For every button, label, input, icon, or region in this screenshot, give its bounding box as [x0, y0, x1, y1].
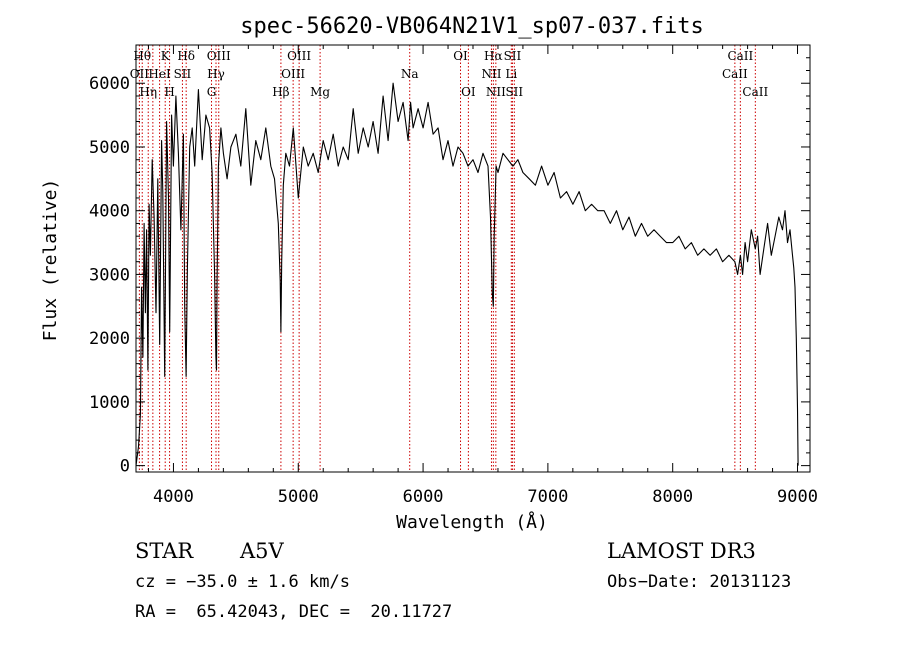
line-marker-label: HeI: [148, 67, 171, 81]
chart-title: spec-56620-VB064N21V1_sp07-037.fits: [240, 14, 704, 39]
y-tick-label: 2000: [89, 329, 130, 349]
x-tick-label: 8000: [652, 487, 693, 507]
x-tick-label: 4000: [153, 487, 194, 507]
line-marker-label: CaII: [742, 85, 768, 99]
plot-frame: [135, 44, 811, 473]
x-tick-label: 6000: [403, 487, 444, 507]
y-tick-label: 0: [120, 457, 130, 477]
line-marker-label: Li: [505, 67, 517, 81]
line-marker-label: OIII: [207, 49, 231, 63]
line-marker-label: OI: [461, 85, 476, 99]
survey-name: LAMOST DR3: [607, 539, 756, 563]
x-tick-label: 9000: [777, 487, 818, 507]
y-axis-label: Flux (relative): [40, 179, 61, 342]
observation-date: Obs−Date: 20131123: [607, 572, 792, 592]
x-tick-label: 5000: [278, 487, 319, 507]
line-marker-label: OIII: [281, 67, 305, 81]
line-marker-label: OII: [130, 67, 150, 81]
line-marker-label: NII: [486, 85, 506, 99]
line-marker-label: Hδ: [177, 49, 195, 63]
line-marker-label: SII: [505, 85, 523, 99]
y-tick-labels: 0 1000 2000 3000 4000 5000 6000: [89, 74, 130, 476]
flux-line: [135, 82, 799, 466]
y-tick-label: 4000: [89, 202, 130, 222]
line-marker-label: NII: [481, 67, 501, 81]
line-marker-label: Hθ: [133, 49, 151, 63]
line-marker-label: CaII: [722, 67, 748, 81]
line-marker-label: Hα: [484, 49, 503, 63]
line-marker-label: Hη: [139, 85, 157, 99]
spectral-subclass: A5V: [240, 539, 284, 563]
y-tick-label: 6000: [89, 74, 130, 94]
line-marker-label: CaII: [727, 49, 753, 63]
y-tick-label: 5000: [89, 138, 130, 158]
x-tick-labels: 4000 5000 6000 7000 8000 9000: [153, 487, 818, 507]
spectral-line-labels: HθOIIHηHeIKHSIIHδGHγOIIIHβOIIIOIIIMgNaOI…: [130, 49, 769, 99]
spectral-line-markers: [138, 45, 756, 472]
flux-series: [135, 82, 799, 466]
line-marker-label: G: [207, 85, 217, 99]
redshift-velocity: cz = −35.0 ± 1.6 km/s: [135, 572, 350, 592]
y-tick-label: 3000: [89, 265, 130, 285]
line-marker-label: SII: [174, 67, 192, 81]
line-marker-label: K: [161, 49, 171, 63]
line-marker-label: H: [164, 85, 174, 99]
line-marker-label: OI: [453, 49, 468, 63]
object-type: STAR: [135, 539, 194, 563]
line-marker-label: Hγ: [207, 67, 225, 81]
axis-ticks: [136, 45, 810, 472]
y-tick-label: 1000: [89, 393, 130, 413]
line-marker-label: Mg: [310, 85, 330, 99]
x-axis-label: Wavelength (Å): [396, 511, 548, 533]
x-tick-label: 7000: [527, 487, 568, 507]
coordinates: RA = 65.42043, DEC = 20.11727: [135, 602, 453, 622]
line-marker-label: Na: [401, 67, 419, 81]
line-marker-label: Hβ: [272, 85, 289, 99]
line-marker-label: SII: [504, 49, 522, 63]
line-marker-label: OIII: [287, 49, 311, 63]
